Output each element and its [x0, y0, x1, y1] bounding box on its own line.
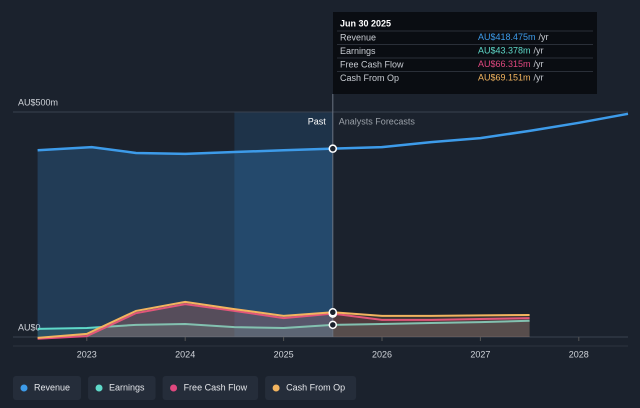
tooltip-value-text: AU$43.378m — [478, 46, 531, 56]
legend-item[interactable]: Cash From Op — [265, 376, 357, 400]
tooltip-value: AU$43.378m/yr — [478, 46, 544, 56]
legend-item[interactable]: Revenue — [13, 376, 82, 400]
series-line — [37, 303, 530, 340]
tooltip-suffix: /yr — [534, 59, 544, 69]
marker — [328, 144, 338, 153]
legend-label: Free Cash Flow — [184, 382, 248, 392]
tooltip-label: Free Cash Flow — [340, 59, 404, 69]
legend-item[interactable]: Earnings — [88, 376, 156, 400]
tooltip-value: AU$66.315m/yr — [478, 59, 544, 69]
forecast-label: Analysts Forecasts — [339, 116, 416, 126]
x-tick-label: 2025 — [274, 349, 294, 359]
x-tick-label: 2028 — [569, 349, 589, 359]
x-tick-label: 2027 — [470, 349, 490, 359]
legend-item[interactable]: Free Cash Flow — [162, 376, 259, 400]
y-tick-label: AU$0 — [18, 322, 41, 332]
legend-button[interactable] — [13, 376, 82, 400]
x-tick-label: 2026 — [372, 349, 392, 359]
legend-label: Revenue — [34, 382, 70, 392]
tooltip-label: Cash From Op — [340, 73, 399, 83]
tooltip-value: AU$418.475m/yr — [478, 32, 549, 42]
tooltip-suffix: /yr — [539, 32, 549, 42]
tooltip: Jun 30 2025 Revenue AU$418.475m/yr Earning… — [333, 12, 597, 94]
x-tick-label: 2023 — [77, 349, 97, 359]
tooltip-value-text: AU$69.151m — [478, 73, 531, 83]
legend-button[interactable] — [265, 376, 357, 400]
series-line — [37, 300, 530, 339]
tooltip-label: Revenue — [340, 32, 376, 42]
tooltip-suffix: /yr — [534, 46, 544, 56]
legend-swatch — [20, 384, 28, 392]
tooltip-value-text: AU$66.315m — [478, 59, 531, 69]
plot: AU$0 AU$500m 2023 2024 2025 2026 2027 2028 Past A… — [13, 94, 629, 359]
tooltip-label: Earnings — [340, 46, 376, 56]
marker — [328, 308, 338, 317]
tooltip-box — [333, 12, 597, 94]
tooltip-title: Jun 30 2025 — [340, 18, 391, 28]
x-tick-label: 2024 — [175, 349, 195, 359]
legend-label: Cash From Op — [286, 382, 345, 392]
tooltip-value: AU$69.151m/yr — [478, 73, 544, 83]
legend-swatch — [95, 384, 103, 392]
legend-button[interactable] — [88, 376, 156, 400]
legend: Revenue Earnings Free Cash Flow Cash From O… — [13, 376, 357, 400]
legend-button[interactable] — [162, 376, 259, 400]
series-area — [37, 301, 530, 338]
series-line — [37, 319, 530, 330]
legend-swatch — [272, 384, 280, 392]
y-tick-label: AU$500m — [18, 97, 58, 107]
tooltip-value-text: AU$418.475m — [478, 32, 536, 42]
series-area — [37, 147, 333, 337]
legend-swatch — [170, 384, 178, 392]
tooltip-suffix: /yr — [534, 73, 544, 83]
past-label: Past — [308, 116, 327, 126]
marker — [328, 320, 338, 330]
legend-label: Earnings — [109, 382, 145, 392]
series-area — [37, 304, 530, 339]
